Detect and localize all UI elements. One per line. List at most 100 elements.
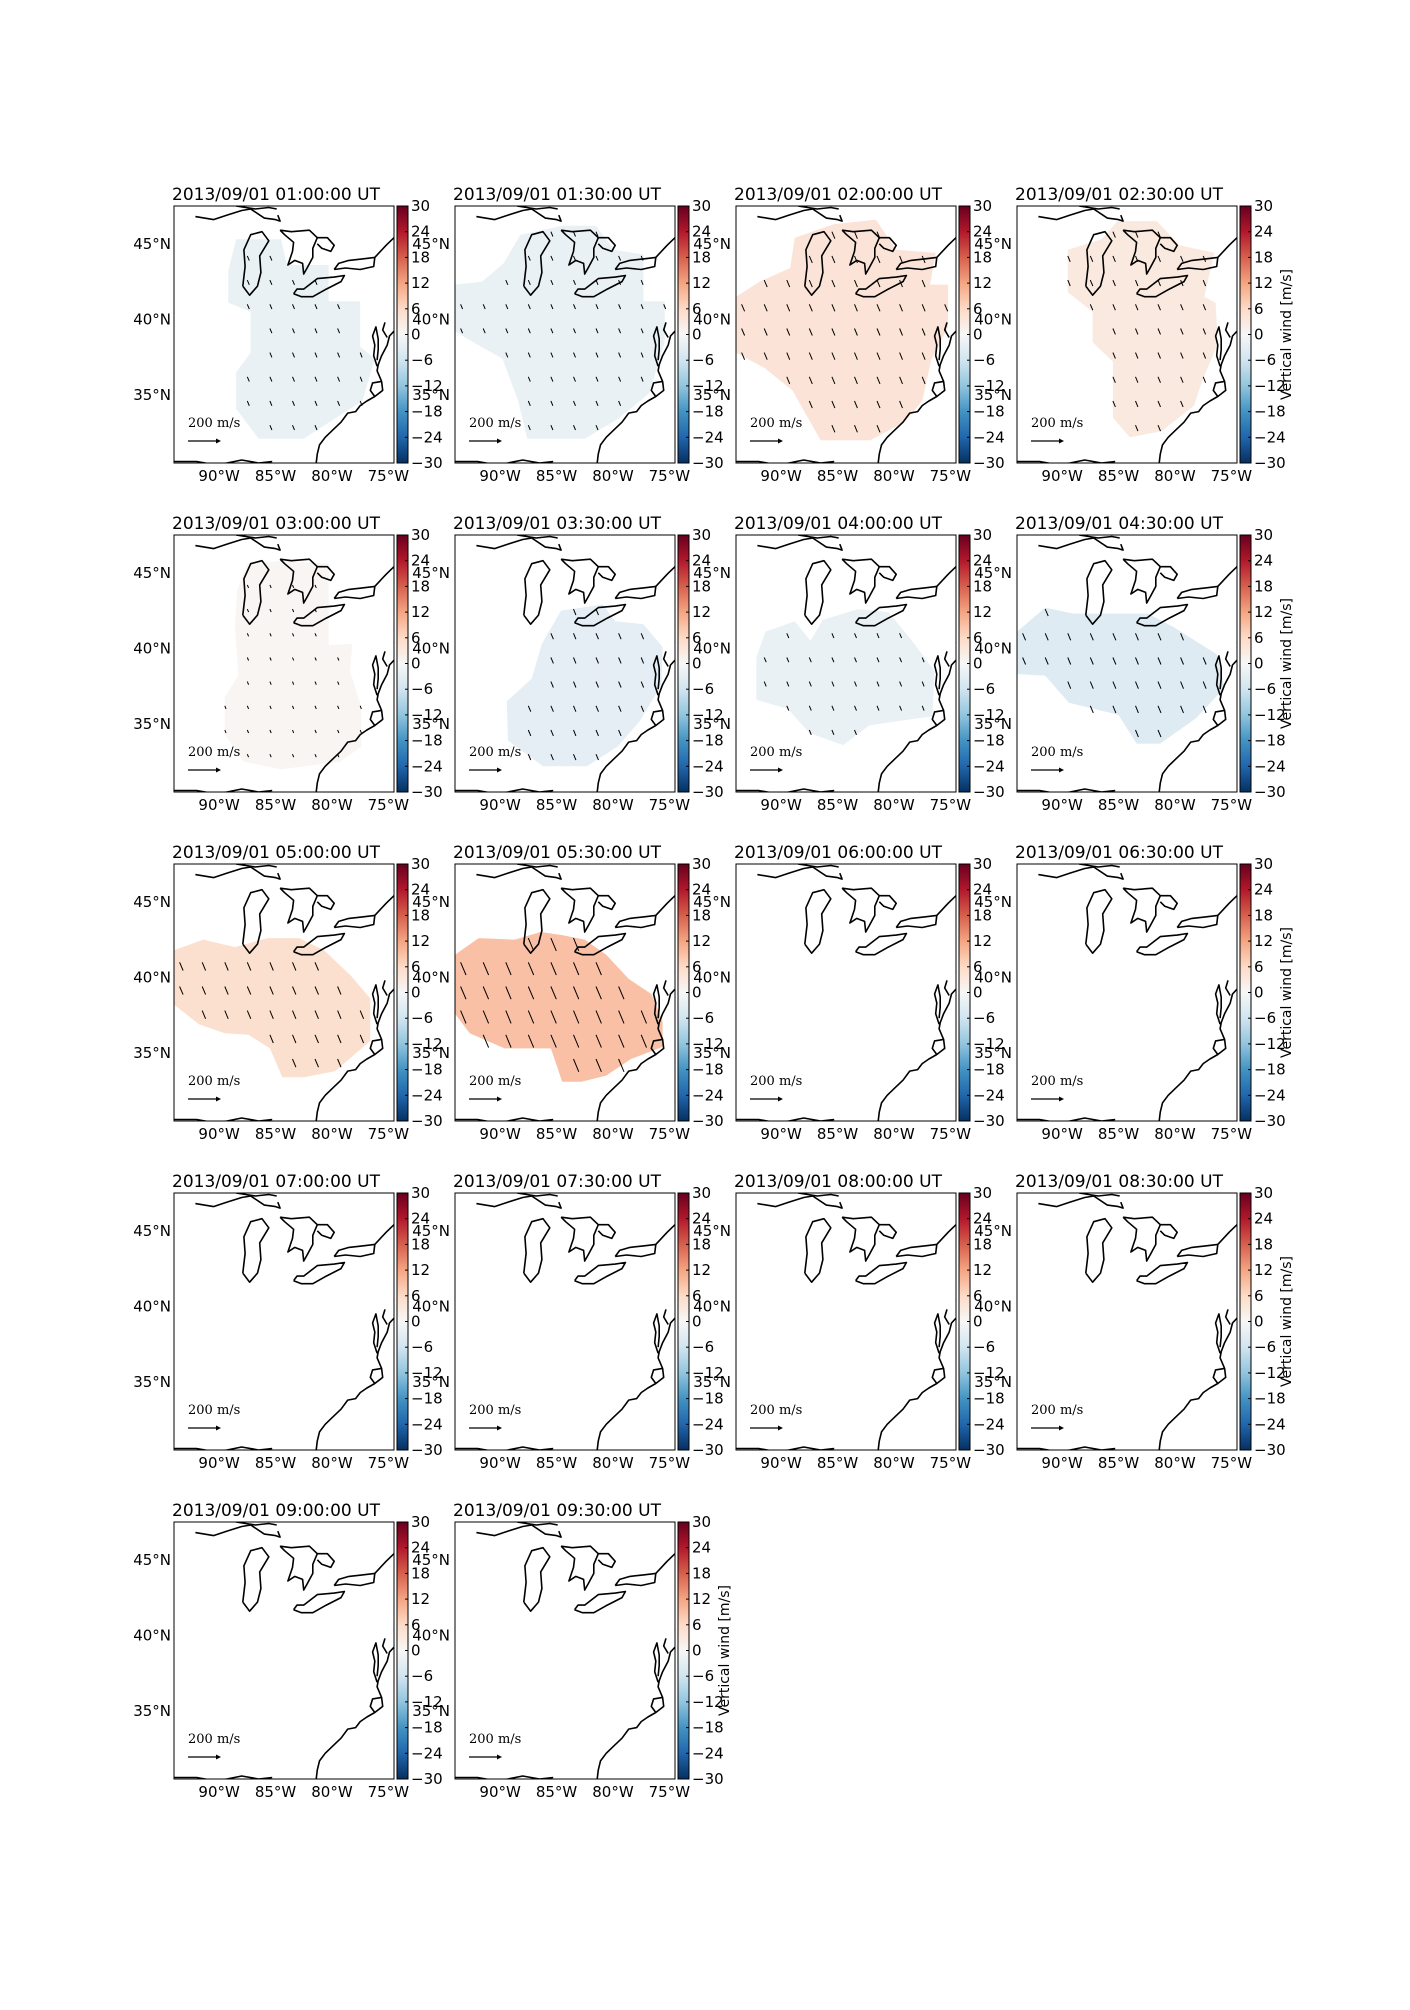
wind-vector <box>876 633 880 639</box>
coastline <box>757 537 843 551</box>
colorbar-tick-label: −6 <box>1254 351 1276 369</box>
colorbar-tick-label: −18 <box>692 732 724 750</box>
colorbar-tick-label: 30 <box>1254 855 1273 873</box>
coastline <box>174 788 273 792</box>
wind-vector <box>573 754 577 761</box>
coastline <box>523 888 551 955</box>
wind-vector <box>292 681 295 685</box>
wind-vector <box>595 754 599 761</box>
wind-vector <box>786 376 791 385</box>
wind-vector <box>763 681 767 687</box>
map-frame <box>454 863 676 1122</box>
coastline <box>292 1590 346 1614</box>
wind-vector <box>808 376 813 385</box>
wind-vector <box>527 1034 535 1048</box>
quiver-key-label: 200 m/s <box>188 416 240 431</box>
colorbar-tick-label: −12 <box>692 706 724 724</box>
colorbar-tick-label: −12 <box>1254 377 1286 395</box>
wind-vector <box>292 352 295 358</box>
wind-vector <box>292 400 295 406</box>
wind-vector <box>595 352 599 358</box>
lon-tick-label: 75°W <box>930 796 972 814</box>
map-panel: 2013/09/01 06:30:00 UT 200 m/s 90°W 85°W 80°… <box>974 843 1295 1143</box>
coastline <box>895 585 938 600</box>
panel-title: 2013/09/01 07:30:00 UT <box>453 1172 662 1192</box>
coastline <box>1217 895 1237 916</box>
wind-vector <box>573 962 580 976</box>
colorbar-tick-label: 6 <box>1254 629 1264 647</box>
wind-vector <box>1157 633 1162 641</box>
lon-tick-label: 75°W <box>368 1125 410 1143</box>
lon-tick-label: 85°W <box>536 796 578 814</box>
wind-vector <box>224 729 227 734</box>
coastline <box>369 380 382 397</box>
colorbar-tick-label: 30 <box>973 1184 992 1202</box>
coastline <box>235 864 277 868</box>
colorbar-tick-label: 18 <box>1254 577 1273 595</box>
wind-vector <box>595 962 602 976</box>
wind-vector <box>573 937 580 952</box>
colorbar-tick-label: 18 <box>692 248 711 266</box>
colorbar-tick-label: 6 <box>692 629 702 647</box>
wind-vector <box>1067 279 1071 287</box>
coastline <box>369 1038 382 1055</box>
wind-vector <box>831 729 835 735</box>
wind-vector <box>269 754 272 758</box>
coastline <box>878 894 898 911</box>
wind-vector <box>1089 279 1094 287</box>
wind-vector <box>921 352 926 360</box>
wind-vector <box>876 328 881 336</box>
coastline <box>560 1216 600 1262</box>
coastline <box>878 236 898 253</box>
colorbar-tick-label: −12 <box>692 1693 724 1711</box>
wind-vector <box>1180 376 1184 383</box>
quiver-key-label: 200 m/s <box>469 1403 521 1418</box>
lon-tick-label: 75°W <box>649 796 691 814</box>
vertical-wind-region <box>736 219 949 441</box>
coastline <box>573 932 627 956</box>
colorbar-tick-label: 24 <box>692 1210 711 1228</box>
coastline <box>516 535 558 539</box>
wind-vector <box>550 754 554 761</box>
wind-vector <box>876 304 881 312</box>
lat-tick-label: 40°N <box>693 310 731 328</box>
lon-tick-label: 90°W <box>198 1783 240 1801</box>
coastline <box>614 1572 657 1587</box>
lat-tick-label: 35°N <box>693 715 731 733</box>
wind-vector <box>1044 608 1049 617</box>
colorbar-tick-label: −12 <box>411 377 443 395</box>
coastline <box>279 1545 319 1591</box>
wind-vector <box>292 279 295 285</box>
wind-vector <box>314 1034 319 1044</box>
lon-tick-label: 75°W <box>368 1454 410 1472</box>
wind-vector <box>854 231 858 239</box>
wind-vector <box>854 425 858 433</box>
lon-tick-label: 90°W <box>479 1454 521 1472</box>
wind-vector <box>527 328 531 334</box>
colorbar-tick-label: 6 <box>411 1287 421 1305</box>
wind-vector <box>269 352 273 358</box>
wind-vector <box>786 681 790 687</box>
wind-vector <box>269 328 273 334</box>
wind-vector <box>786 328 791 336</box>
coastline <box>655 895 675 916</box>
wind-vector <box>618 352 622 358</box>
wind-vector <box>269 608 272 613</box>
coastline <box>573 1590 627 1614</box>
quiver-key-arrow-head <box>216 438 221 444</box>
quiver-key-arrow-head <box>216 1425 221 1431</box>
wind-vector <box>527 937 535 952</box>
coastline <box>560 229 600 275</box>
lon-tick-label: 80°W <box>592 467 634 485</box>
quiver-key-arrow-head <box>778 767 783 773</box>
wind-vector <box>1202 304 1207 311</box>
colorbar-tick-label: 6 <box>411 300 421 318</box>
panel-title: 2013/09/01 09:00:00 UT <box>172 1501 381 1521</box>
lat-tick-label: 45°N <box>412 235 450 253</box>
wind-vector <box>292 328 295 334</box>
coastline <box>242 230 270 297</box>
wind-vector <box>337 1010 342 1019</box>
wind-vector <box>359 352 363 358</box>
colorbar-tick-label: −18 <box>973 732 1005 750</box>
coastline <box>1212 380 1225 397</box>
